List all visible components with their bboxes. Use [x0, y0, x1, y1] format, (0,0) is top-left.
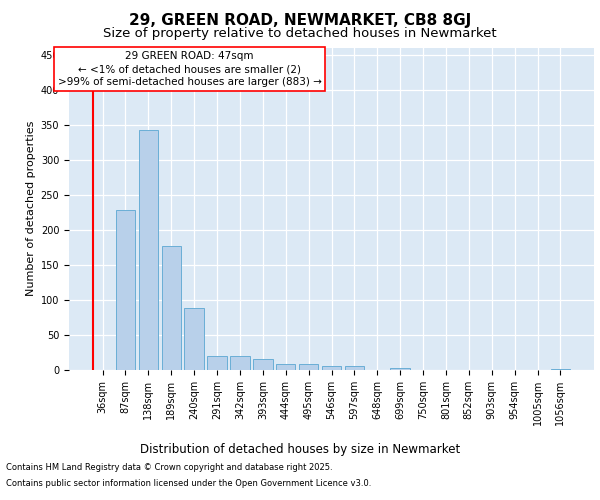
Text: 29 GREEN ROAD: 47sqm
← <1% of detached houses are smaller (2)
>99% of semi-detac: 29 GREEN ROAD: 47sqm ← <1% of detached h… — [58, 51, 322, 88]
Bar — [391, 368, 410, 370]
Bar — [139, 130, 158, 370]
Text: Distribution of detached houses by size in Newmarket: Distribution of detached houses by size … — [140, 442, 460, 456]
Bar — [184, 308, 204, 370]
Bar — [551, 368, 570, 370]
Bar — [230, 356, 250, 370]
Bar — [253, 360, 272, 370]
Text: Contains public sector information licensed under the Open Government Licence v3: Contains public sector information licen… — [6, 478, 371, 488]
Bar — [322, 366, 341, 370]
Bar — [161, 246, 181, 370]
Bar — [299, 364, 319, 370]
Bar — [344, 366, 364, 370]
Bar — [276, 364, 295, 370]
Text: 29, GREEN ROAD, NEWMARKET, CB8 8GJ: 29, GREEN ROAD, NEWMARKET, CB8 8GJ — [129, 12, 471, 28]
Text: Size of property relative to detached houses in Newmarket: Size of property relative to detached ho… — [103, 28, 497, 40]
Bar — [208, 356, 227, 370]
Text: Contains HM Land Registry data © Crown copyright and database right 2025.: Contains HM Land Registry data © Crown c… — [6, 464, 332, 472]
Y-axis label: Number of detached properties: Number of detached properties — [26, 121, 37, 296]
Bar — [116, 210, 135, 370]
